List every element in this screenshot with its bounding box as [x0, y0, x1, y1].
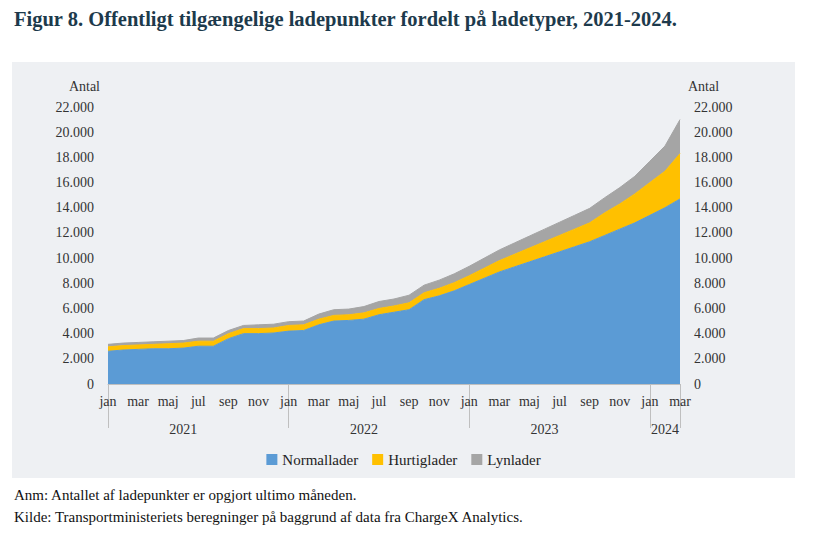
svg-text:2024: 2024	[651, 422, 679, 437]
svg-text:jul: jul	[190, 394, 206, 409]
svg-text:jan: jan	[98, 394, 116, 409]
svg-text:2.000: 2.000	[694, 351, 726, 366]
svg-text:22.000: 22.000	[694, 100, 733, 115]
svg-text:6.000: 6.000	[63, 301, 95, 316]
svg-text:6.000: 6.000	[694, 301, 726, 316]
svg-text:Antal: Antal	[688, 79, 719, 94]
svg-text:nov: nov	[609, 394, 630, 409]
svg-text:2022: 2022	[350, 422, 378, 437]
svg-text:jan: jan	[460, 394, 478, 409]
svg-text:sep: sep	[400, 394, 419, 409]
svg-text:16.000: 16.000	[694, 175, 733, 190]
svg-text:maj: maj	[519, 394, 540, 409]
svg-text:18.000: 18.000	[56, 150, 95, 165]
svg-text:4.000: 4.000	[63, 326, 95, 341]
svg-text:sep: sep	[219, 394, 238, 409]
svg-text:22.000: 22.000	[56, 100, 95, 115]
svg-text:14.000: 14.000	[694, 200, 733, 215]
svg-text:2023: 2023	[531, 422, 559, 437]
html-text:Anm: Antallet af ladepunkter e: Anm: Antallet af ladepunkter er opgjort …	[14, 487, 357, 503]
svg-text:16.000: 16.000	[56, 175, 95, 190]
svg-text:Normallader: Normallader	[282, 452, 358, 468]
svg-text:mar: mar	[488, 394, 510, 409]
svg-text:jul: jul	[551, 394, 567, 409]
svg-text:jul: jul	[371, 394, 387, 409]
svg-text:nov: nov	[248, 394, 269, 409]
svg-text:0: 0	[694, 377, 701, 392]
svg-text:14.000: 14.000	[56, 200, 95, 215]
svg-text:maj: maj	[338, 394, 359, 409]
svg-text:10.000: 10.000	[694, 251, 733, 266]
svg-text:8.000: 8.000	[694, 276, 726, 291]
svg-text:2021: 2021	[169, 422, 197, 437]
svg-text:12.000: 12.000	[56, 225, 95, 240]
svg-text:sep: sep	[580, 394, 599, 409]
html-text:Kilde: Transportministeriets b: Kilde: Transportministeriets beregninger…	[14, 509, 523, 525]
svg-text:jan: jan	[279, 394, 297, 409]
svg-text:mar: mar	[308, 394, 330, 409]
svg-text:4.000: 4.000	[694, 326, 726, 341]
svg-text:20.000: 20.000	[56, 125, 95, 140]
svg-text:maj: maj	[158, 394, 179, 409]
svg-text:nov: nov	[429, 394, 450, 409]
svg-text:8.000: 8.000	[63, 276, 95, 291]
svg-text:18.000: 18.000	[694, 150, 733, 165]
svg-text:mar: mar	[127, 394, 149, 409]
svg-text:Antal: Antal	[69, 79, 100, 94]
svg-text:0: 0	[87, 377, 94, 392]
svg-text:jan: jan	[640, 394, 658, 409]
svg-text:2.000: 2.000	[63, 351, 95, 366]
svg-text:Hurtiglader: Hurtiglader	[388, 452, 457, 468]
html-text:Figur 8. Offentligt tilgængeli: Figur 8. Offentligt tilgængelige ladepun…	[14, 8, 677, 30]
svg-text:12.000: 12.000	[694, 225, 733, 240]
svg-text:mar: mar	[669, 394, 691, 409]
svg-text:20.000: 20.000	[694, 125, 733, 140]
svg-text:10.000: 10.000	[56, 251, 95, 266]
svg-text:Lynlader: Lynlader	[487, 452, 540, 468]
